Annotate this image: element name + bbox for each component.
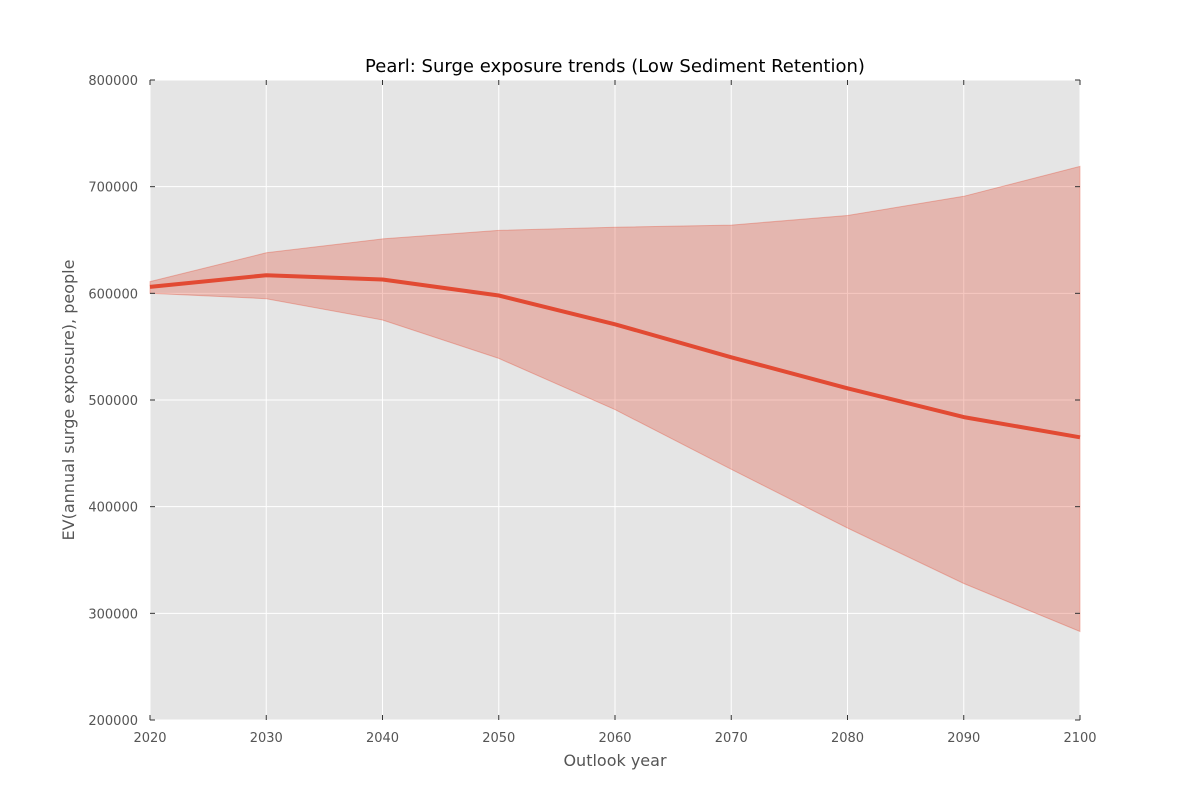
y-axis-label: EV(annual surge exposure), people bbox=[59, 260, 78, 541]
x-tick-label: 2050 bbox=[482, 731, 515, 746]
x-axis-label: Outlook year bbox=[563, 751, 667, 770]
y-tick-label: 600000 bbox=[88, 287, 138, 302]
x-tick-labels: 2020 2030 2040 2050 2060 2070 2080 2090 2100 bbox=[133, 731, 1096, 746]
x-tick-label: 2060 bbox=[598, 731, 631, 746]
y-tick-label: 300000 bbox=[88, 607, 138, 622]
x-tick-label: 2020 bbox=[133, 731, 166, 746]
y-tick-label: 800000 bbox=[88, 74, 138, 89]
y-tick-label: 500000 bbox=[88, 394, 138, 409]
x-tick-label: 2090 bbox=[947, 731, 980, 746]
uncertainty-band bbox=[149, 165, 1081, 633]
series-layer bbox=[149, 273, 1081, 440]
series-line bbox=[149, 273, 1081, 440]
chart-title: Pearl: Surge exposure trends (Low Sedime… bbox=[365, 56, 865, 77]
x-tick-label: 2080 bbox=[831, 731, 864, 746]
uncertainty-band-layer bbox=[149, 165, 1081, 633]
y-tick-label: 400000 bbox=[88, 501, 138, 516]
x-tick-label: 2030 bbox=[250, 731, 283, 746]
x-tick-label: 2100 bbox=[1063, 731, 1096, 746]
y-tick-label: 200000 bbox=[88, 714, 138, 729]
y-tick-label: 700000 bbox=[88, 181, 138, 196]
x-tick-label: 2070 bbox=[715, 731, 748, 746]
x-tick-label: 2040 bbox=[366, 731, 399, 746]
tick-marks bbox=[149, 79, 1081, 721]
y-tick-labels: 200000 300000 400000 500000 600000 700000 8000… bbox=[88, 74, 138, 729]
